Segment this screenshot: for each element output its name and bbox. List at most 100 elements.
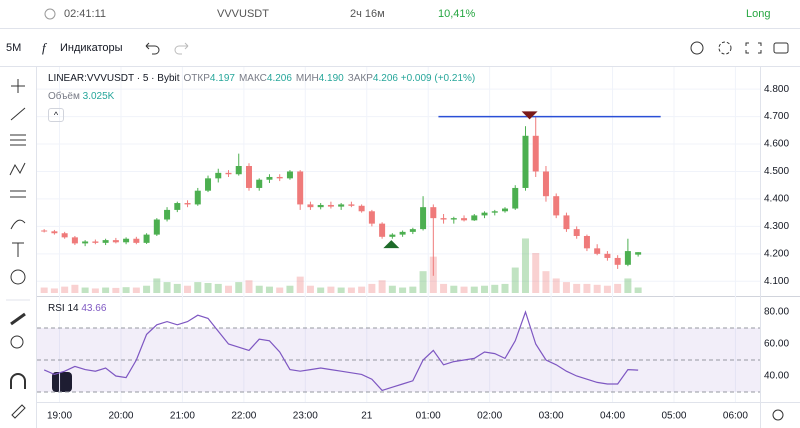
- volume-bar: [265, 286, 273, 293]
- y-tick-label: 4.500: [764, 166, 789, 177]
- volume-bar: [501, 283, 509, 293]
- x-tick-label: 04:00: [600, 411, 625, 422]
- candle-body: [399, 231, 406, 235]
- volume-bar: [163, 282, 171, 293]
- search-icon[interactable]: [690, 41, 704, 55]
- x-tick-label: 23:00: [293, 411, 318, 422]
- candle-body: [502, 208, 509, 212]
- volume-bar: [450, 285, 458, 293]
- axis-settings-icon[interactable]: [772, 409, 784, 421]
- candle-body: [215, 172, 222, 179]
- redo-icon[interactable]: [174, 42, 189, 55]
- y-tick-label: 40.00: [764, 371, 789, 382]
- volume-bar: [624, 278, 632, 293]
- x-tick-label: 21: [361, 411, 373, 422]
- candle-body: [61, 233, 68, 238]
- tv-logo: [52, 372, 72, 392]
- volume-bar: [388, 285, 396, 293]
- y-tick-label: 4.600: [764, 139, 789, 150]
- candle-body: [225, 172, 232, 175]
- right-tools: [690, 41, 789, 55]
- undo-redo: [145, 42, 189, 55]
- candle-body: [532, 135, 539, 172]
- candle-body: [440, 218, 447, 220]
- candle-body: [348, 204, 355, 206]
- rsi-legend: RSI 14 43.66: [48, 303, 106, 314]
- candle-body: [358, 205, 365, 212]
- volume-bar: [214, 283, 222, 293]
- x-tick-label: 02:00: [477, 411, 502, 422]
- candle-body: [307, 204, 314, 208]
- volume-bar: [122, 287, 130, 293]
- candle-body: [143, 234, 150, 243]
- x-tick-label: 03:00: [539, 411, 564, 422]
- y-tick-label: 4.700: [764, 111, 789, 122]
- side: Long: [746, 8, 771, 20]
- candle-body: [594, 248, 601, 254]
- candle-body: [256, 179, 263, 188]
- lock-tool[interactable]: [11, 404, 26, 419]
- volume-bar: [368, 283, 376, 293]
- screenshot-icon[interactable]: [773, 42, 789, 54]
- trend-tool[interactable]: [10, 107, 26, 121]
- volume-bar: [399, 287, 407, 293]
- collapse-button[interactable]: ^: [48, 108, 64, 122]
- projection-tool[interactable]: [10, 190, 26, 198]
- volume-bar: [532, 253, 540, 293]
- fib-tool[interactable]: [10, 134, 26, 146]
- x-tick-label: 22:00: [231, 411, 256, 422]
- candle-body: [542, 171, 549, 197]
- volume-bar: [276, 287, 284, 293]
- change: 10,41%: [438, 8, 476, 20]
- candle-body: [368, 211, 375, 224]
- x-tick-label: 01:00: [416, 411, 441, 422]
- y-tick-label: 80.00: [764, 307, 789, 318]
- candle-body: [123, 238, 130, 243]
- indicators-button[interactable]: Индикаторы: [60, 42, 123, 54]
- ohlc-label: ОТКР: [183, 73, 210, 84]
- ohlc-legend: ОТКР4.197 МАКС4.206 МИН4.190 ЗАКР4.206: [180, 73, 398, 84]
- volume-bar: [552, 278, 560, 293]
- rsi-title: RSI 14: [48, 303, 79, 314]
- fullscreen-icon[interactable]: [745, 42, 762, 54]
- zoom-tool[interactable]: [10, 335, 24, 349]
- volume-bar: [429, 256, 437, 293]
- candle-body: [420, 207, 427, 230]
- interval-button[interactable]: 5M: [6, 42, 22, 54]
- candle-body: [563, 215, 570, 230]
- timer: 02:41:11: [64, 8, 107, 20]
- volume-bar: [460, 286, 468, 293]
- emoji-tool[interactable]: [10, 269, 26, 285]
- volume-bar: [358, 286, 366, 293]
- candle-body: [409, 229, 416, 232]
- volume-bar: [511, 267, 519, 293]
- ruler-tool[interactable]: [10, 312, 26, 326]
- text-tool[interactable]: [12, 242, 24, 257]
- undo-icon[interactable]: [145, 42, 160, 55]
- candle-body: [430, 207, 437, 219]
- volume-bar: [91, 288, 99, 293]
- pattern-tool[interactable]: [9, 162, 26, 176]
- y-tick-label: 4.800: [764, 84, 789, 95]
- symbol[interactable]: VVVUSDT: [217, 8, 269, 20]
- volume-bar: [81, 287, 89, 293]
- candle-body: [553, 196, 560, 216]
- volume-bar: [317, 287, 325, 293]
- crosshair-tool[interactable]: [11, 79, 25, 93]
- volume-bar: [132, 287, 140, 293]
- chart-title: LINEAR:VVVUSDT · 5 · Bybit: [48, 73, 180, 84]
- fx-icon[interactable]: f: [42, 40, 46, 55]
- volume-bar: [481, 285, 489, 293]
- ohlc-label: МИН: [295, 73, 319, 84]
- candle-body: [133, 238, 140, 243]
- volume-bar: [50, 288, 58, 293]
- settings-icon[interactable]: [718, 41, 732, 55]
- trade-marker: [383, 240, 400, 249]
- candle-body: [71, 237, 78, 244]
- volume-bar: [245, 280, 253, 293]
- brush-tool[interactable]: [10, 219, 26, 230]
- volume-bar: [306, 285, 314, 293]
- volume-bar: [184, 285, 192, 293]
- volume-bar: [378, 280, 386, 293]
- magnet-tool[interactable]: [10, 373, 26, 389]
